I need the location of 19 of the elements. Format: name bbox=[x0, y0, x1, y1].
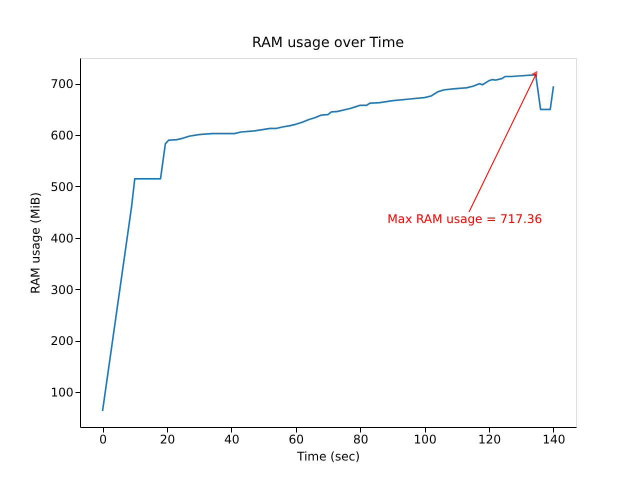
x-tick-label: 80 bbox=[353, 432, 368, 446]
y-tick-label: 700 bbox=[50, 77, 74, 92]
y-axis-title: RAM usage (MiB) bbox=[28, 192, 43, 294]
x-tick-label: 0 bbox=[99, 432, 107, 446]
x-tick-label: 100 bbox=[414, 432, 437, 446]
x-tick-label: 140 bbox=[542, 432, 566, 446]
y-tick-label: 600 bbox=[50, 128, 74, 143]
y-tick-label: 500 bbox=[50, 180, 74, 194]
y-tick-label: 400 bbox=[50, 231, 74, 246]
annotation: Max RAM usage = 717.36 bbox=[387, 212, 542, 226]
chart-title: RAM usage over Time bbox=[252, 35, 404, 51]
x-tick-label: 60 bbox=[288, 432, 304, 446]
x-tick-label: 20 bbox=[160, 432, 176, 446]
y-tick-label: 300 bbox=[50, 282, 74, 297]
x-axis-title: Time (sec) bbox=[296, 450, 360, 464]
x-tick-label: 40 bbox=[224, 432, 240, 446]
y-tick-label: 100 bbox=[50, 386, 74, 400]
x-tick-label: 120 bbox=[478, 432, 501, 446]
y-tick-label: 200 bbox=[50, 334, 74, 348]
